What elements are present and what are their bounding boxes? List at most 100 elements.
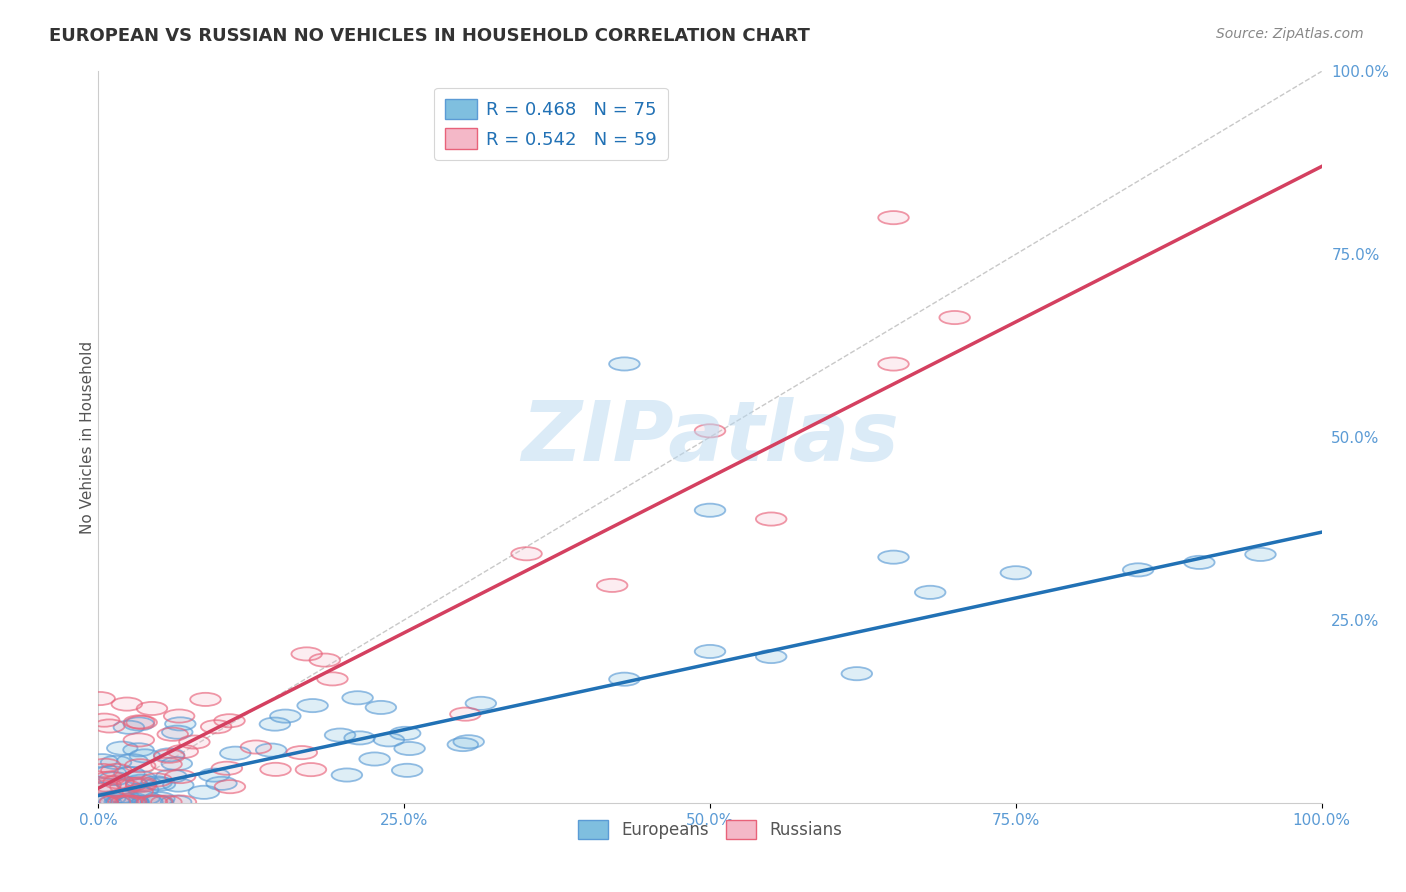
Ellipse shape <box>101 756 131 769</box>
Ellipse shape <box>101 764 132 777</box>
Ellipse shape <box>107 796 136 809</box>
Ellipse shape <box>165 770 195 783</box>
Ellipse shape <box>512 547 541 560</box>
Ellipse shape <box>117 777 148 790</box>
Ellipse shape <box>122 785 153 798</box>
Ellipse shape <box>94 772 125 785</box>
Ellipse shape <box>609 673 640 686</box>
Ellipse shape <box>260 717 290 731</box>
Ellipse shape <box>842 667 872 681</box>
Ellipse shape <box>104 790 135 804</box>
Ellipse shape <box>215 780 245 793</box>
Ellipse shape <box>145 778 176 791</box>
Ellipse shape <box>447 738 478 751</box>
Ellipse shape <box>127 777 156 790</box>
Ellipse shape <box>157 728 188 741</box>
Ellipse shape <box>394 742 425 756</box>
Ellipse shape <box>111 698 142 711</box>
Ellipse shape <box>695 425 725 437</box>
Ellipse shape <box>695 645 725 658</box>
Ellipse shape <box>453 735 484 748</box>
Ellipse shape <box>89 714 120 727</box>
Ellipse shape <box>756 650 786 663</box>
Ellipse shape <box>915 586 945 599</box>
Ellipse shape <box>165 717 195 731</box>
Ellipse shape <box>162 757 193 770</box>
Ellipse shape <box>136 796 167 809</box>
Ellipse shape <box>389 727 420 740</box>
Ellipse shape <box>240 740 271 754</box>
Ellipse shape <box>879 211 908 224</box>
Ellipse shape <box>90 796 121 809</box>
Ellipse shape <box>128 783 159 797</box>
Ellipse shape <box>198 769 229 781</box>
Ellipse shape <box>98 796 129 809</box>
Ellipse shape <box>360 753 389 765</box>
Ellipse shape <box>125 759 156 772</box>
Ellipse shape <box>1184 556 1215 569</box>
Ellipse shape <box>609 358 640 370</box>
Ellipse shape <box>108 790 139 804</box>
Ellipse shape <box>143 796 173 809</box>
Ellipse shape <box>318 673 347 685</box>
Ellipse shape <box>156 770 187 782</box>
Ellipse shape <box>325 729 356 741</box>
Ellipse shape <box>87 764 118 777</box>
Ellipse shape <box>108 796 139 809</box>
Ellipse shape <box>153 748 184 762</box>
Ellipse shape <box>87 796 118 809</box>
Ellipse shape <box>270 709 301 723</box>
Ellipse shape <box>141 776 172 789</box>
Ellipse shape <box>124 733 155 747</box>
Ellipse shape <box>207 777 236 790</box>
Ellipse shape <box>201 720 232 733</box>
Ellipse shape <box>287 746 318 759</box>
Ellipse shape <box>342 691 373 705</box>
Ellipse shape <box>90 779 121 791</box>
Ellipse shape <box>127 716 157 729</box>
Ellipse shape <box>104 796 135 809</box>
Ellipse shape <box>188 786 219 799</box>
Legend: Europeans, Russians: Europeans, Russians <box>571 814 849 846</box>
Ellipse shape <box>465 697 496 710</box>
Ellipse shape <box>110 780 141 794</box>
Ellipse shape <box>96 792 125 805</box>
Ellipse shape <box>84 692 115 705</box>
Y-axis label: No Vehicles in Household: No Vehicles in Household <box>80 341 94 533</box>
Ellipse shape <box>115 796 146 809</box>
Ellipse shape <box>114 721 145 734</box>
Ellipse shape <box>1246 548 1275 561</box>
Ellipse shape <box>291 648 322 660</box>
Ellipse shape <box>90 780 120 794</box>
Ellipse shape <box>939 311 970 324</box>
Ellipse shape <box>143 792 174 805</box>
Ellipse shape <box>103 775 134 789</box>
Ellipse shape <box>87 754 118 767</box>
Ellipse shape <box>756 513 786 525</box>
Ellipse shape <box>162 725 193 739</box>
Ellipse shape <box>114 796 145 809</box>
Ellipse shape <box>117 793 148 806</box>
Ellipse shape <box>115 796 146 809</box>
Ellipse shape <box>111 796 141 809</box>
Ellipse shape <box>374 733 404 747</box>
Ellipse shape <box>695 504 725 516</box>
Ellipse shape <box>1123 563 1153 576</box>
Ellipse shape <box>118 796 148 809</box>
Ellipse shape <box>129 791 160 805</box>
Text: EUROPEAN VS RUSSIAN NO VEHICLES IN HOUSEHOLD CORRELATION CHART: EUROPEAN VS RUSSIAN NO VEHICLES IN HOUSE… <box>49 27 810 45</box>
Ellipse shape <box>125 779 156 792</box>
Ellipse shape <box>142 796 173 809</box>
Ellipse shape <box>111 796 142 809</box>
Ellipse shape <box>167 745 198 758</box>
Ellipse shape <box>211 762 242 775</box>
Ellipse shape <box>100 796 131 809</box>
Ellipse shape <box>89 782 120 796</box>
Ellipse shape <box>124 715 155 729</box>
Ellipse shape <box>163 779 194 792</box>
Ellipse shape <box>160 796 191 809</box>
Ellipse shape <box>344 731 375 745</box>
Ellipse shape <box>165 709 194 723</box>
Ellipse shape <box>295 763 326 776</box>
Ellipse shape <box>98 772 129 785</box>
